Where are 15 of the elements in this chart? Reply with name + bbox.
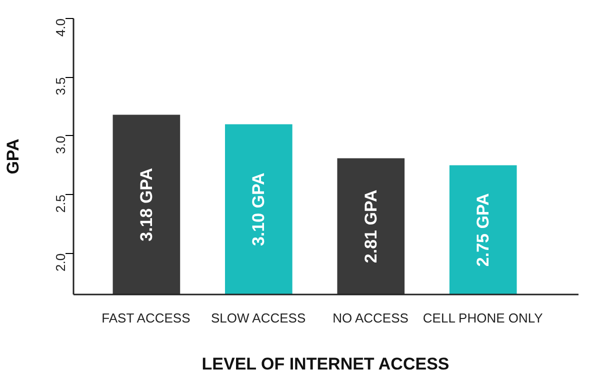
x-tick-label: CELL PHONE ONLY	[422, 310, 544, 326]
data-label: 3.18 GPA	[136, 168, 156, 242]
x-tick-label: FAST ACCESS	[102, 310, 191, 326]
y-tick-label: 2.5	[53, 194, 68, 213]
y-tick-label: 4.0	[53, 18, 68, 37]
y-tick-label: 2.0	[53, 253, 68, 272]
x-tick-label: NO ACCESS	[332, 310, 409, 326]
x-axis-title: LEVEL OF INTERNET ACCESS	[202, 354, 450, 374]
data-label: 2.75 GPA	[474, 193, 493, 267]
y-axis-title: GPA	[4, 138, 22, 174]
x-tick-label: SLOW ACCESS	[210, 310, 306, 326]
y-tick-label: 3.5	[53, 77, 68, 96]
y-tick-label: 3.0	[53, 136, 68, 154]
data-label: 2.81 GPA	[361, 190, 380, 264]
data-label: 3.10 GPA	[249, 172, 268, 246]
